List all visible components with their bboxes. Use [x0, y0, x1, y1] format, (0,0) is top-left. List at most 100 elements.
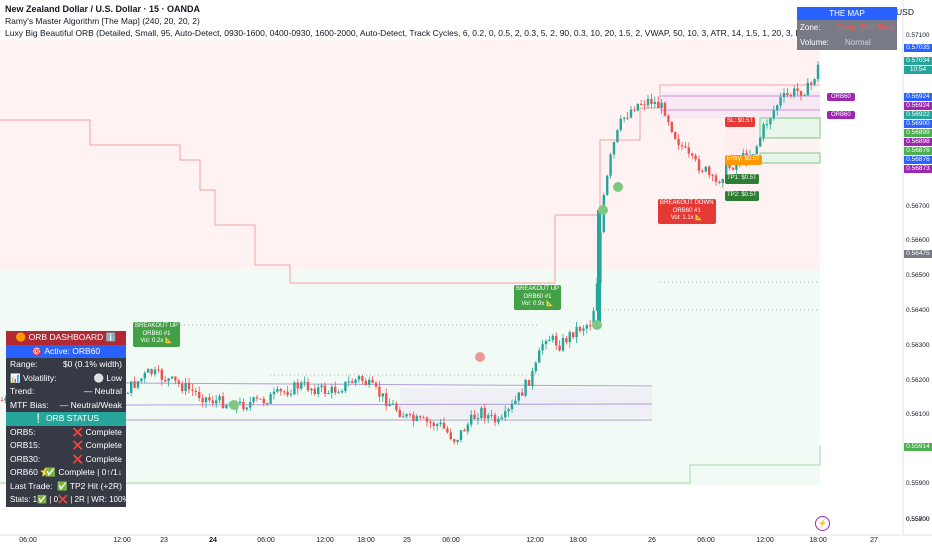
candle-body: [371, 379, 374, 383]
stop-loss-tag: SL: $0.5T: [725, 117, 756, 127]
candle-body: [361, 376, 364, 381]
candle-body: [735, 162, 738, 170]
candle-body: [249, 401, 252, 408]
candle-body: [255, 397, 259, 399]
candle-body: [640, 103, 643, 105]
candle-body: [388, 403, 391, 407]
the-map-title: THE MAP: [797, 7, 897, 20]
zone-value: Deep (Sell Bias): [837, 23, 895, 32]
candle-body: [629, 109, 633, 118]
candle-body: [184, 383, 187, 391]
orb30-label: ORB30:: [10, 453, 41, 464]
price-label: 0.56475: [904, 250, 932, 258]
mtf-value: — Neutral/Weak: [59, 399, 122, 410]
candle-body: [538, 350, 541, 363]
candle-body: [174, 376, 177, 381]
candle-body: [776, 105, 779, 111]
price-label: 0.57035: [904, 44, 932, 52]
candle-body: [310, 388, 313, 391]
candle-body: [803, 95, 806, 97]
orb60-tag: ORB60: [827, 93, 855, 101]
the-map-volume: Volume: Normal: [797, 35, 897, 50]
candle-body: [402, 416, 405, 418]
candle-body: [493, 414, 497, 423]
candle-body: [782, 93, 786, 98]
candle-body: [306, 381, 310, 391]
candle-body: [211, 400, 214, 404]
candle-body: [728, 164, 731, 168]
candle-body: [650, 98, 653, 104]
candle-body: [391, 403, 395, 405]
time-tick: 25: [403, 537, 411, 544]
indicator-legend-2[interactable]: Luxy Big Beautiful ORB (Detailed, Small,…: [5, 28, 835, 38]
price-label: 0.56924: [904, 102, 932, 110]
candle-body: [351, 381, 354, 384]
price-label: 0.56876: [904, 147, 932, 155]
candle-body: [636, 103, 639, 111]
candle-body: [714, 175, 718, 182]
candle-body: [279, 389, 282, 392]
currency-label[interactable]: USD: [896, 7, 914, 17]
candle-body: [466, 424, 469, 432]
candle-body: [752, 154, 755, 156]
candle-body: [283, 391, 286, 393]
candle-body: [4, 398, 7, 401]
candle-body: [368, 379, 371, 385]
candle-body: [789, 94, 792, 96]
price-tick: 0.56100: [906, 411, 930, 418]
candle-body: [130, 381, 133, 393]
candle-body: [786, 93, 789, 95]
candle-body: [405, 414, 408, 417]
candle-body: [286, 391, 289, 395]
candle-body: [303, 381, 306, 383]
candle-body: [364, 380, 367, 385]
candle-body: [357, 376, 361, 380]
price-tick: 0.56200: [906, 377, 930, 384]
candle-body: [500, 417, 503, 419]
candle-body: [300, 382, 303, 389]
chart-title[interactable]: New Zealand Dollar / U.S. Dollar · 15 · …: [5, 4, 201, 14]
time-tick: 26: [648, 537, 656, 544]
orb15-label: ORB15:: [10, 440, 41, 450]
price-tick: 0.57100: [906, 32, 930, 39]
price-tick: 0.55700: [906, 516, 930, 523]
candle-body: [521, 392, 524, 396]
candle-body: [490, 414, 493, 416]
candle-body: [252, 397, 255, 402]
the-map-panel: THE MAP Zone: Deep (Sell Bias) Volume: Nor…: [797, 7, 897, 51]
candle-body: [218, 396, 221, 401]
orb30-value: ❌ Complete: [72, 453, 122, 464]
buy-zone-shade: [0, 270, 820, 485]
candle-body: [480, 407, 483, 418]
lightning-icon[interactable]: ⚡: [815, 516, 830, 531]
signal-dot: [598, 205, 608, 215]
price-label: 0.57034: [904, 57, 932, 65]
candle-body: [0, 400, 4, 401]
candle-body: [684, 146, 687, 148]
candle-body: [616, 129, 619, 143]
candle-body: [153, 369, 157, 375]
candle-body: [422, 417, 425, 419]
candle-body: [133, 381, 136, 388]
time-tick: 23: [160, 537, 168, 544]
orb15-value: ❌ Complete: [72, 440, 122, 450]
candle-body: [578, 327, 582, 331]
candle-body: [765, 124, 769, 126]
orb30-status: ORB30: ❌ Complete: [6, 452, 126, 466]
candle-body: [541, 344, 544, 351]
candle-body: [442, 422, 446, 429]
candle-body: [436, 424, 439, 427]
candle-body: [429, 421, 432, 423]
signal-dot: [475, 352, 485, 362]
indicator-legend-1[interactable]: Ramy's Master Algorithm [The Map] (240, …: [5, 16, 200, 26]
price-label: 0.56899: [904, 129, 932, 137]
candle-body: [816, 64, 820, 80]
candle-body: [177, 380, 180, 384]
candle-body: [347, 381, 350, 383]
candle-body: [626, 117, 629, 119]
candle-body: [398, 410, 401, 417]
candle-body: [813, 79, 816, 85]
candle-body: [245, 407, 248, 410]
candle-body: [385, 393, 388, 407]
